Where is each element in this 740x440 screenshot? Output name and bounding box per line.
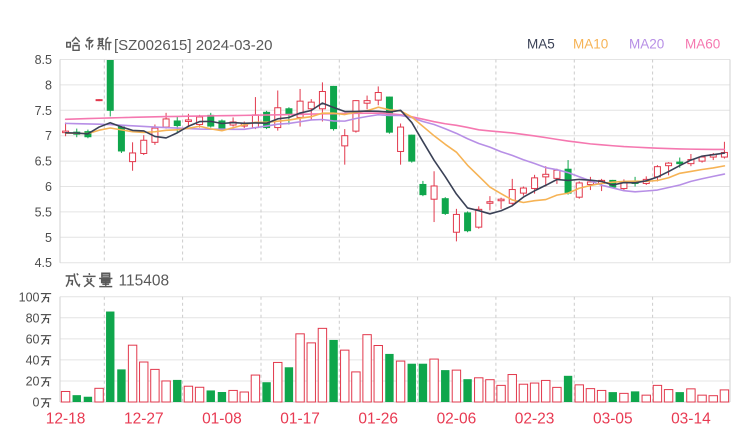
svg-text:0: 0: [33, 396, 40, 410]
svg-text:03-14: 03-14: [671, 411, 711, 428]
svg-text:7.5: 7.5: [35, 104, 52, 118]
svg-text:100: 100: [19, 290, 40, 304]
svg-text:12-27: 12-27: [124, 411, 164, 428]
svg-text:4.5: 4.5: [35, 256, 52, 270]
svg-text:MA20: MA20: [629, 37, 664, 52]
svg-text:80: 80: [26, 311, 40, 325]
svg-text:01-26: 01-26: [358, 411, 398, 428]
svg-text:MA60: MA60: [685, 37, 720, 52]
svg-text:5.5: 5.5: [35, 205, 52, 219]
svg-text:02-23: 02-23: [515, 411, 555, 428]
svg-text:6.5: 6.5: [35, 155, 52, 169]
svg-text:MA5: MA5: [527, 37, 555, 52]
svg-text:8: 8: [45, 78, 52, 92]
svg-text:40: 40: [26, 353, 40, 367]
svg-text:12-18: 12-18: [46, 411, 86, 428]
svg-text:20: 20: [26, 375, 40, 389]
svg-text:[SZ002615] 2024-03-20: [SZ002615] 2024-03-20: [114, 37, 272, 54]
svg-text:02-06: 02-06: [437, 411, 477, 428]
svg-text:60: 60: [26, 332, 40, 346]
svg-text:8.5: 8.5: [35, 53, 52, 67]
svg-text:6: 6: [45, 180, 52, 194]
svg-text:01-17: 01-17: [280, 411, 320, 428]
svg-text:5: 5: [45, 231, 52, 245]
svg-text:MA10: MA10: [573, 37, 608, 52]
svg-text:01-08: 01-08: [202, 411, 242, 428]
svg-text:7: 7: [45, 129, 52, 143]
svg-text:115408: 115408: [119, 273, 170, 290]
svg-text:03-05: 03-05: [593, 411, 633, 428]
